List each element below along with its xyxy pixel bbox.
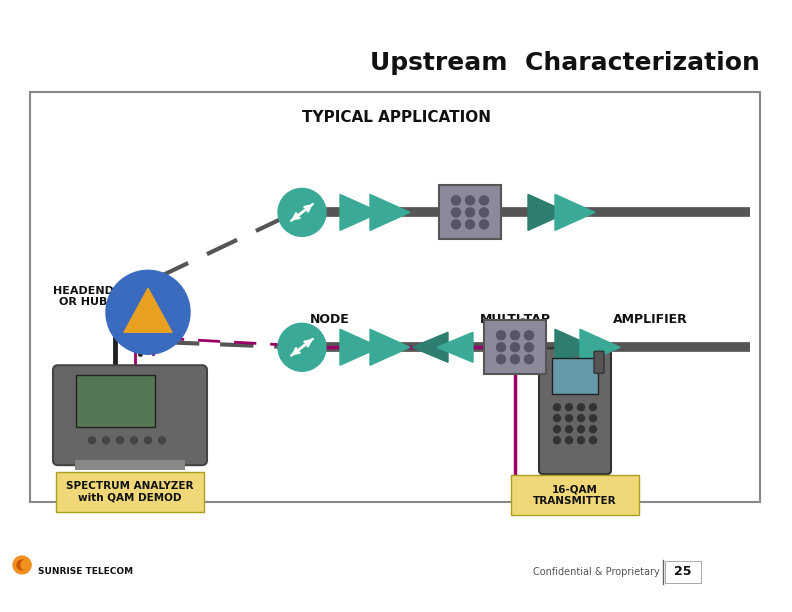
Circle shape [479,208,489,217]
Circle shape [589,415,596,422]
Circle shape [466,208,474,217]
Polygon shape [528,195,568,230]
FancyBboxPatch shape [552,358,598,394]
Text: SUNRISE TELECOM: SUNRISE TELECOM [38,567,133,577]
Circle shape [554,426,561,433]
Polygon shape [370,329,410,365]
Circle shape [278,188,326,236]
Circle shape [106,271,190,354]
Circle shape [466,196,474,205]
Circle shape [565,415,573,422]
Polygon shape [580,329,620,365]
Circle shape [451,220,460,229]
Polygon shape [340,195,380,230]
FancyBboxPatch shape [484,320,546,375]
Text: HEADEND
OR HUB: HEADEND OR HUB [52,286,113,307]
FancyBboxPatch shape [511,475,639,515]
Circle shape [554,404,561,411]
Circle shape [21,560,31,570]
Circle shape [479,196,489,205]
Circle shape [144,437,151,444]
Text: SPECTRUM ANALYZER
with QAM DEMOD: SPECTRUM ANALYZER with QAM DEMOD [67,482,194,503]
Polygon shape [340,329,380,365]
Circle shape [565,426,573,433]
Circle shape [102,437,109,444]
Circle shape [524,343,534,352]
FancyBboxPatch shape [75,460,185,470]
FancyBboxPatch shape [53,365,207,465]
Text: Upstream  Characterization: Upstream Characterization [370,51,760,75]
FancyBboxPatch shape [76,375,155,427]
FancyBboxPatch shape [594,351,604,373]
Polygon shape [555,329,595,365]
FancyBboxPatch shape [30,92,760,502]
Circle shape [511,355,520,364]
Circle shape [479,220,489,229]
Polygon shape [124,288,172,332]
Circle shape [89,437,96,444]
Circle shape [13,556,31,574]
Polygon shape [437,332,473,362]
Circle shape [577,415,584,422]
FancyBboxPatch shape [539,348,611,474]
Circle shape [589,404,596,411]
Circle shape [511,343,520,352]
Circle shape [577,437,584,444]
Text: 25: 25 [674,565,691,578]
Circle shape [131,437,138,444]
Circle shape [565,404,573,411]
Circle shape [524,330,534,340]
Text: Confidential & Proprietary: Confidential & Proprietary [533,567,660,577]
Circle shape [497,330,505,340]
Circle shape [116,437,124,444]
Circle shape [466,220,474,229]
FancyBboxPatch shape [56,472,204,512]
Circle shape [451,196,460,205]
Polygon shape [555,195,595,230]
Circle shape [589,426,596,433]
Circle shape [577,404,584,411]
FancyBboxPatch shape [439,185,501,239]
Text: TYPICAL APPLICATION: TYPICAL APPLICATION [302,110,490,125]
Circle shape [17,560,27,570]
Polygon shape [412,332,448,362]
FancyBboxPatch shape [665,561,701,583]
Circle shape [511,330,520,340]
Text: 16-QAM
TRANSMITTER: 16-QAM TRANSMITTER [533,484,617,506]
Polygon shape [370,195,410,230]
Circle shape [158,437,166,444]
Text: MULTI-TAP: MULTI-TAP [479,313,550,326]
Circle shape [497,343,505,352]
Circle shape [524,355,534,364]
Text: AMPLIFIER: AMPLIFIER [613,313,687,326]
Text: NODE: NODE [310,313,350,326]
Circle shape [497,355,505,364]
Circle shape [278,323,326,371]
Circle shape [565,437,573,444]
Circle shape [451,208,460,217]
Circle shape [554,415,561,422]
Circle shape [554,437,561,444]
Circle shape [577,426,584,433]
Circle shape [589,437,596,444]
